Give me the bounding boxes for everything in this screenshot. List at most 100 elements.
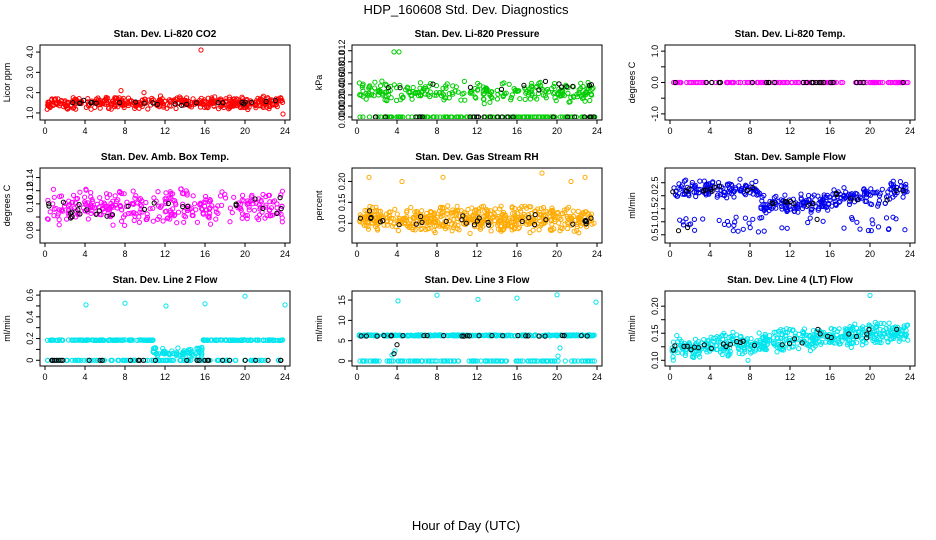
data-point xyxy=(714,187,720,193)
data-point xyxy=(719,351,725,358)
data-point xyxy=(767,333,773,339)
data-point xyxy=(49,96,55,102)
data-point xyxy=(211,103,217,109)
data-point xyxy=(846,338,853,344)
data-point xyxy=(233,100,239,106)
data-point xyxy=(442,114,449,119)
data-point xyxy=(481,114,487,119)
data-point xyxy=(383,81,389,87)
data-point xyxy=(771,329,777,335)
data-point xyxy=(898,79,904,86)
data-point xyxy=(711,184,717,190)
data-point xyxy=(88,210,94,216)
y-axis-label: ml/min xyxy=(627,315,637,342)
data-point xyxy=(805,341,811,347)
data-point xyxy=(277,337,283,343)
data-point xyxy=(175,209,182,215)
data-point xyxy=(184,357,190,363)
data-point xyxy=(678,79,684,86)
data-point xyxy=(485,88,491,94)
data-point xyxy=(569,216,575,222)
data-point xyxy=(818,79,824,86)
data-point xyxy=(207,205,213,211)
x-tick-label: 20 xyxy=(552,249,562,259)
data-point xyxy=(387,358,393,364)
y-tick-label: 0.12 xyxy=(25,182,35,200)
y-tick-label: 1.0 xyxy=(25,107,35,120)
points-layer xyxy=(671,79,911,86)
data-point xyxy=(543,217,549,223)
data-point xyxy=(773,329,779,335)
data-point xyxy=(461,78,467,85)
data-point xyxy=(562,84,568,90)
data-point xyxy=(716,180,722,186)
data-point xyxy=(432,223,438,229)
data-point xyxy=(522,96,528,103)
data-point xyxy=(152,357,158,363)
data-point xyxy=(460,213,466,219)
data-point xyxy=(104,194,110,201)
data-point xyxy=(784,225,790,231)
data-point xyxy=(367,358,373,364)
data-point xyxy=(108,204,114,210)
data-point xyxy=(363,358,369,364)
data-point xyxy=(890,214,896,220)
data-point xyxy=(71,192,77,198)
data-point xyxy=(185,206,191,212)
data-point xyxy=(500,333,506,339)
data-point xyxy=(847,199,853,205)
data-point xyxy=(493,358,499,364)
data-point xyxy=(677,186,683,192)
data-point xyxy=(764,79,770,86)
data-point xyxy=(716,183,723,189)
data-point xyxy=(400,95,406,101)
data-point xyxy=(591,114,597,119)
data-point xyxy=(831,195,837,201)
data-point xyxy=(418,89,425,95)
data-point xyxy=(405,333,412,339)
panel-title: Stan. Dev. Amb. Box Temp. xyxy=(101,152,229,163)
data-point xyxy=(499,358,505,364)
data-point xyxy=(691,216,698,222)
panel-title: Stan. Dev. Li-820 Pressure xyxy=(415,29,540,40)
data-point xyxy=(458,97,464,103)
data-point xyxy=(244,212,250,219)
y-tick-label: 0.14 xyxy=(25,169,35,187)
data-point xyxy=(369,204,375,210)
data-point xyxy=(425,114,431,119)
data-point xyxy=(736,183,742,189)
data-point xyxy=(578,216,584,222)
data-point xyxy=(890,182,897,188)
data-point xyxy=(77,189,83,195)
data-point xyxy=(672,343,678,349)
data-point xyxy=(382,97,388,103)
data-point xyxy=(524,221,530,227)
data-point xyxy=(558,84,565,90)
data-point xyxy=(901,323,907,329)
data-point xyxy=(891,188,897,194)
data-point xyxy=(438,332,445,338)
data-point xyxy=(748,336,754,342)
data-point xyxy=(85,96,91,102)
x-tick-label: 4 xyxy=(707,372,712,382)
data-point xyxy=(100,206,106,212)
data-point xyxy=(184,101,190,107)
data-point xyxy=(508,333,514,339)
data-point xyxy=(558,216,564,223)
data-point xyxy=(169,348,175,354)
data-point xyxy=(422,215,428,221)
data-point xyxy=(147,206,153,212)
data-point xyxy=(83,302,89,308)
plot-frame xyxy=(351,167,603,244)
data-point xyxy=(778,327,784,333)
data-point xyxy=(568,222,575,228)
data-point xyxy=(863,325,869,332)
data-point xyxy=(70,95,76,101)
data-point xyxy=(874,323,880,329)
data-point xyxy=(702,187,709,193)
data-point xyxy=(810,200,816,206)
data-point xyxy=(854,340,860,346)
y-tick-label: 0.10 xyxy=(25,195,35,213)
data-point xyxy=(780,327,786,333)
data-point xyxy=(539,221,545,227)
